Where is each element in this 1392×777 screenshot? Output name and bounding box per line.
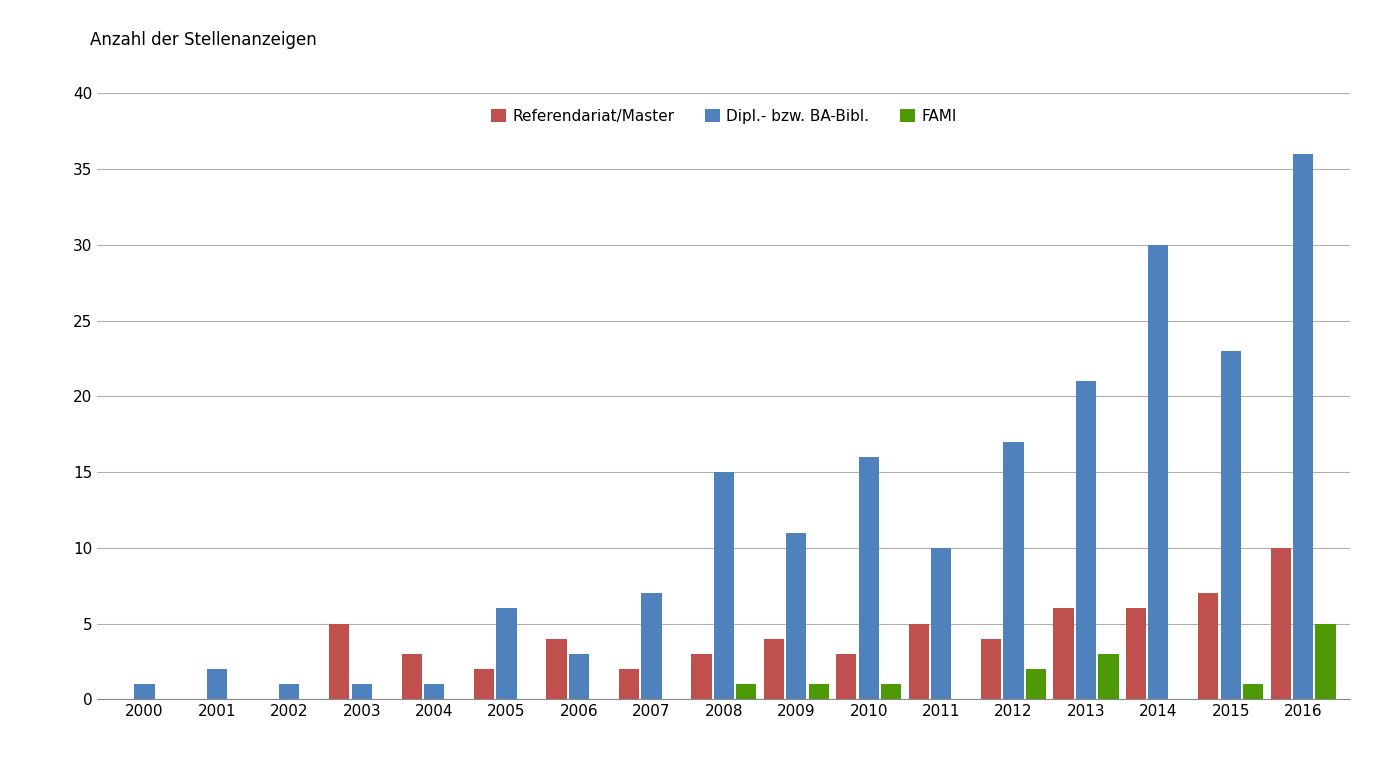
Bar — [352, 685, 372, 699]
Bar — [809, 685, 828, 699]
Bar — [736, 685, 756, 699]
Bar — [497, 608, 516, 699]
Bar — [642, 594, 661, 699]
Bar — [881, 685, 901, 699]
Bar — [1315, 623, 1336, 699]
Bar — [1148, 245, 1168, 699]
Bar — [1293, 154, 1313, 699]
Bar — [692, 654, 711, 699]
Bar — [931, 548, 951, 699]
Bar — [1199, 594, 1218, 699]
Bar — [1076, 382, 1096, 699]
Bar — [135, 685, 155, 699]
Bar — [1098, 654, 1119, 699]
Legend: Referendariat/Master, Dipl.- bzw. BA-Bibl., FAMI: Referendariat/Master, Dipl.- bzw. BA-Bib… — [483, 101, 965, 131]
Bar — [207, 669, 227, 699]
Bar — [569, 654, 589, 699]
Bar — [1126, 608, 1146, 699]
Bar — [1243, 685, 1264, 699]
Bar — [837, 654, 856, 699]
Bar — [1054, 608, 1073, 699]
Bar — [1004, 441, 1023, 699]
Bar — [619, 669, 639, 699]
Bar — [425, 685, 444, 699]
Bar — [909, 623, 928, 699]
Bar — [1026, 669, 1047, 699]
Bar — [859, 457, 878, 699]
Bar — [329, 623, 349, 699]
Bar — [981, 639, 1001, 699]
Bar — [475, 669, 494, 699]
Bar — [714, 472, 734, 699]
Bar — [280, 685, 299, 699]
Bar — [786, 533, 806, 699]
Bar — [764, 639, 784, 699]
Bar — [547, 639, 567, 699]
Bar — [401, 654, 422, 699]
Bar — [1221, 351, 1240, 699]
Text: Anzahl der Stellenanzeigen: Anzahl der Stellenanzeigen — [90, 31, 317, 49]
Bar — [1271, 548, 1290, 699]
